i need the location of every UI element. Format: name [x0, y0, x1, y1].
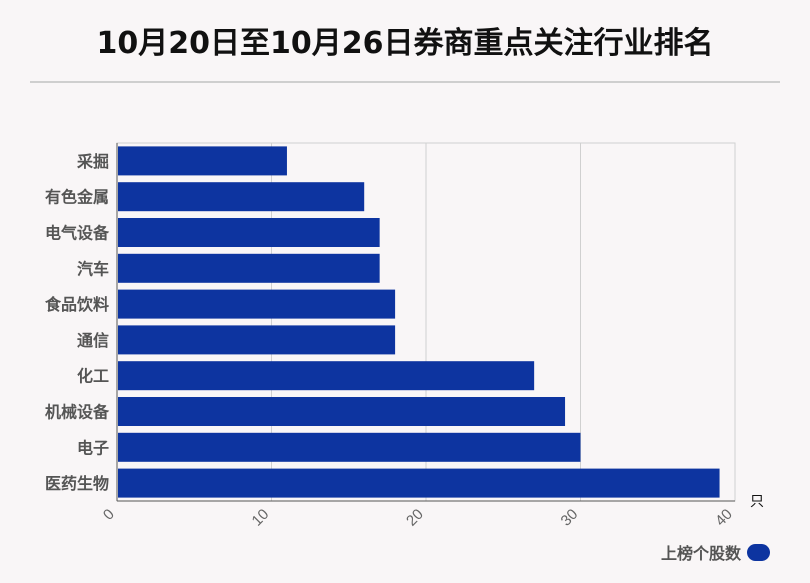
x-axis-unit: 只 — [750, 494, 764, 510]
x-tick-label: 40 — [712, 506, 736, 530]
category-label: 采掘 — [76, 152, 109, 171]
category-label: 电子 — [77, 438, 109, 457]
bar — [118, 289, 396, 319]
legend-label: 上榜个股数 — [660, 544, 741, 563]
legend: 上榜个股数 — [661, 540, 770, 564]
x-tick-label: 0 — [100, 506, 118, 524]
bar — [118, 361, 535, 391]
category-label: 通信 — [77, 331, 109, 350]
chart-title: 10月20日至10月26日券商重点关注行业排名 — [96, 26, 714, 61]
bar — [118, 397, 566, 426]
title-divider — [30, 81, 780, 83]
x-tick-label: 20 — [403, 506, 427, 530]
bar — [118, 253, 380, 283]
bar — [118, 468, 720, 498]
category-label: 机械设备 — [45, 403, 110, 422]
x-tick-label: 30 — [558, 506, 582, 530]
legend-swatch — [747, 543, 770, 561]
category-label: 电气设备 — [45, 224, 110, 243]
bar — [118, 432, 581, 462]
category-label: 医药生物 — [45, 474, 109, 493]
bar — [118, 218, 380, 247]
category-label: 化工 — [77, 367, 109, 386]
bars — [118, 146, 720, 498]
category-label: 汽车 — [77, 259, 109, 278]
x-tick-labels: 0 10 20 30 40 — [100, 506, 736, 530]
bar — [118, 325, 396, 355]
x-tick-label: 10 — [249, 506, 273, 530]
bar — [118, 146, 287, 176]
category-label: 食品饮料 — [44, 295, 109, 314]
bar — [118, 182, 365, 212]
category-label: 有色金属 — [45, 188, 109, 207]
